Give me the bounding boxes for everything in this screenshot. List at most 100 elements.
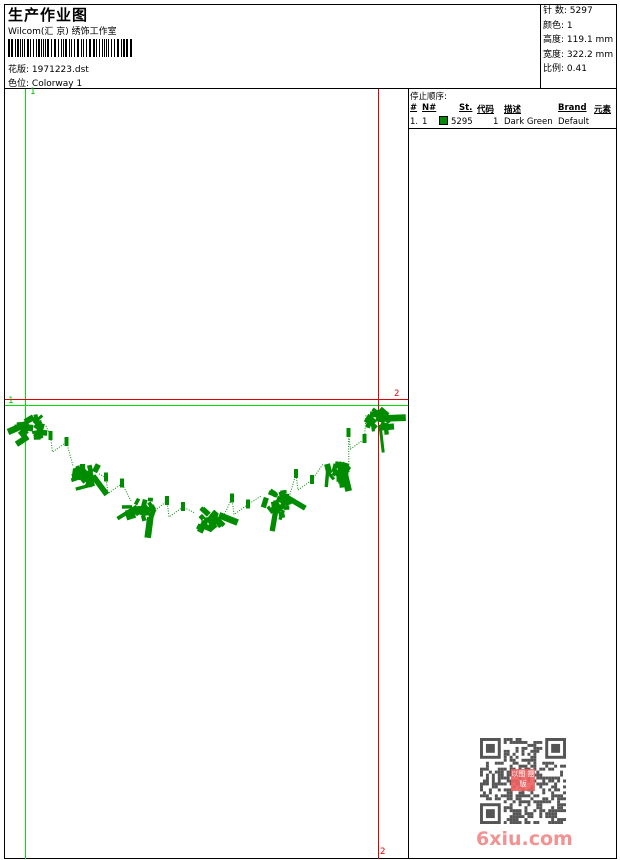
qr-module (482, 767, 486, 771)
barcode-bar (36, 39, 37, 57)
stitch-block (199, 506, 208, 515)
qr-module (548, 812, 552, 816)
qr-module (554, 776, 558, 780)
qr-module (480, 794, 483, 798)
qr-module (524, 806, 528, 810)
qr-module (539, 740, 543, 744)
barcode-bar (123, 39, 125, 57)
qr-module (506, 794, 510, 798)
qr-module (491, 782, 495, 786)
qr-module (563, 785, 566, 789)
qr-module (503, 794, 507, 798)
barcode-bar (43, 39, 44, 57)
qr-module (503, 740, 507, 744)
qr-module (548, 815, 552, 819)
qr-module (506, 788, 510, 792)
qr-module (518, 797, 522, 801)
qr-module (545, 764, 549, 768)
qr-module (515, 740, 519, 744)
qr-module (554, 812, 558, 816)
jump-stitch (98, 473, 132, 502)
motif (363, 406, 406, 453)
qr-module (500, 794, 504, 798)
qr-module (500, 767, 504, 771)
qr-module (533, 758, 537, 762)
qr-module (482, 794, 486, 798)
qr-module (509, 803, 513, 807)
stitch-block (267, 490, 279, 498)
qr-module (548, 809, 552, 813)
stitch-block (331, 463, 337, 473)
qr-module (506, 770, 510, 774)
qr-module (521, 749, 525, 753)
qr-module (560, 818, 564, 822)
barcode-bar (8, 39, 10, 57)
stitch-block (64, 437, 69, 446)
qr-module (560, 794, 564, 798)
qr-code (480, 738, 566, 824)
qr-module (533, 752, 537, 756)
qr-finder (551, 743, 561, 753)
qr-module (530, 797, 534, 801)
stitch-block (14, 434, 30, 447)
qr-module (506, 791, 510, 795)
barcode-bar (89, 39, 91, 57)
stitch-block (144, 517, 154, 539)
qr-module (518, 764, 522, 768)
qr-module (536, 776, 540, 780)
qr-module (509, 791, 513, 795)
qr-module (503, 821, 507, 824)
qr-module (545, 800, 549, 804)
stitch-block (324, 463, 333, 474)
qr-module (548, 779, 552, 783)
qr-module (512, 812, 516, 816)
qr-module (497, 773, 501, 777)
qr-module (494, 794, 498, 798)
qr-module (503, 782, 507, 786)
qr-module (482, 779, 486, 783)
qr-module (524, 740, 528, 744)
end-marker-top: 2 (394, 389, 400, 399)
barcode-bar (63, 39, 64, 57)
design-label: 花版: (8, 65, 30, 75)
stitch-block (147, 509, 156, 522)
barcode-bar (45, 39, 46, 57)
qr-module (518, 821, 522, 824)
color-swatch (439, 116, 448, 125)
page-title: 生产作业图 (8, 6, 89, 24)
qr-module (494, 785, 498, 789)
qr-module (557, 794, 561, 798)
qr-module (533, 746, 537, 750)
barcode-bar (93, 39, 95, 57)
col-stitches: St. (459, 103, 473, 113)
stitch-block (48, 431, 53, 440)
row-code: 1 (493, 117, 499, 127)
barcode-bar (20, 39, 21, 57)
qr-module (521, 815, 525, 819)
jump-stitch (286, 463, 324, 505)
motif (260, 488, 307, 532)
design-value: 1971223.dst (31, 65, 89, 75)
stitch-block (217, 512, 239, 526)
qr-module (536, 803, 540, 807)
qr-module (533, 749, 537, 753)
qr-module (503, 738, 507, 741)
qr-module (539, 776, 543, 780)
qr-module (518, 812, 522, 816)
barcode-bar (22, 39, 23, 57)
row-index: 1. (410, 117, 419, 127)
qr-module (527, 800, 531, 804)
stitch-block (281, 493, 290, 506)
qr-module (488, 791, 492, 795)
stitch-block (32, 417, 39, 422)
qr-module (515, 755, 519, 759)
qr-module (527, 752, 531, 756)
qr-module (551, 818, 555, 822)
qr-module (512, 761, 516, 765)
qr-module (503, 800, 507, 804)
qr-module (515, 761, 519, 765)
motif (324, 461, 352, 492)
barcode-bar (15, 39, 16, 57)
qr-module (506, 749, 510, 753)
design-file: 花版: 1971223.dst (8, 62, 89, 75)
